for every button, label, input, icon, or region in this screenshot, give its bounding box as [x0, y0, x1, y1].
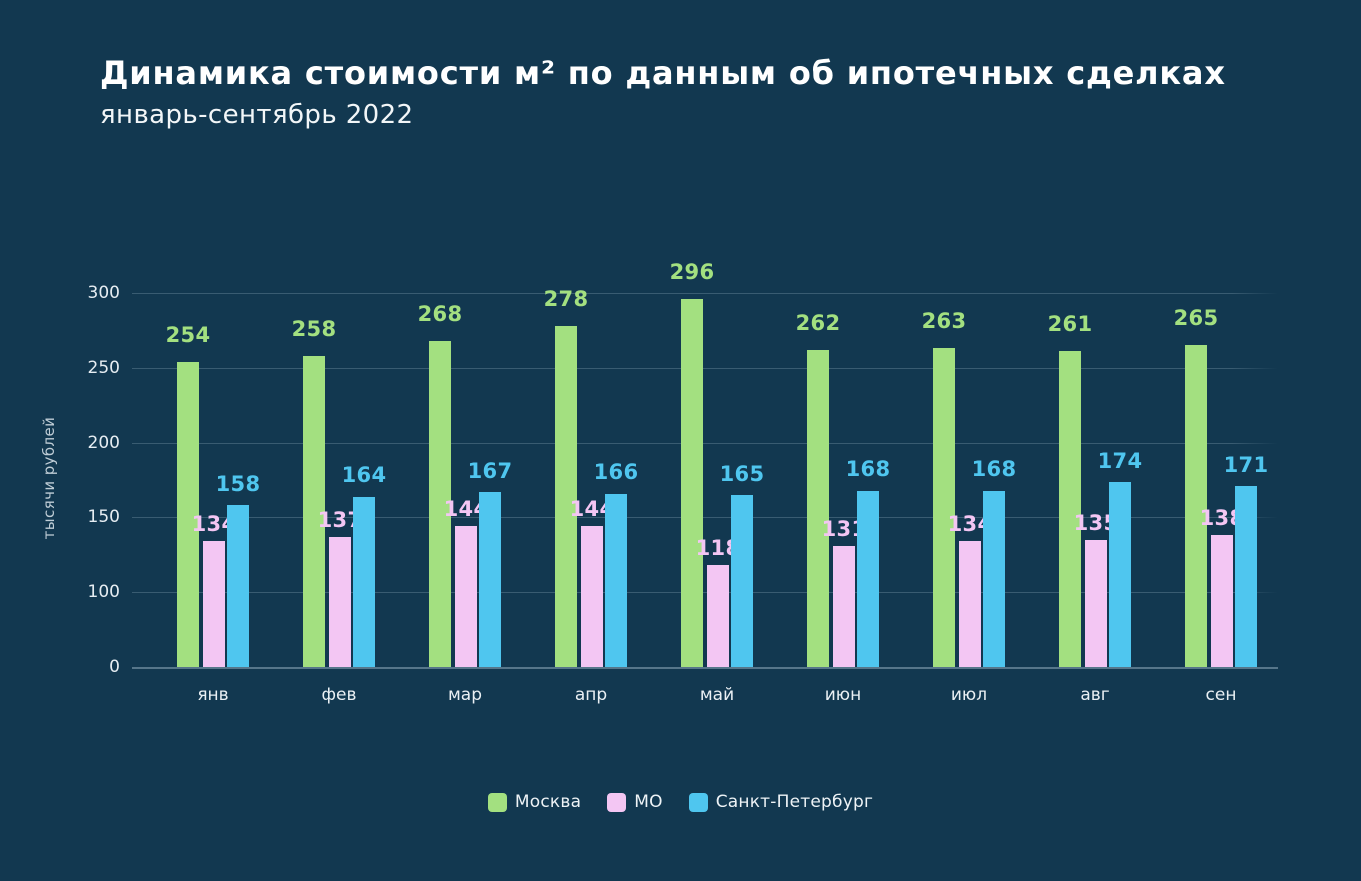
legend-item: Санкт-Петербург: [688, 792, 874, 812]
bar-value-label: 131: [821, 516, 867, 541]
bar: [353, 496, 375, 667]
bar-value-label: 144: [443, 497, 489, 522]
bar: [581, 526, 603, 667]
bar: [707, 565, 729, 667]
y-axis-tick-label: 300: [87, 283, 120, 303]
x-axis-label: мар: [447, 685, 483, 705]
bar-value-label: 278: [543, 286, 589, 311]
y-axis-tick-label: 200: [87, 432, 120, 453]
bar-value-label: 265: [1173, 306, 1219, 331]
x-axis-label: авг: [1080, 685, 1110, 705]
bar-value-label: 144: [569, 497, 615, 522]
bar-value-label: 167: [467, 458, 513, 483]
legend-item: МО: [607, 792, 662, 812]
x-axis-label: янв: [197, 685, 229, 705]
bar-value-label: 168: [971, 457, 1017, 482]
bar: [1211, 535, 1233, 667]
bar: [807, 349, 829, 667]
bar: [479, 492, 501, 667]
bar: [933, 348, 955, 667]
gridline: [132, 293, 1278, 294]
x-axis-label: апр: [574, 685, 608, 705]
gridline: [132, 367, 1278, 369]
bar: [303, 355, 325, 667]
bar: [1235, 486, 1257, 667]
bar-value-label: 165: [719, 461, 765, 486]
bar-value-label: 135: [1073, 510, 1119, 535]
bar-value-label: 171: [1223, 452, 1269, 477]
bar-groups: 254 134 158 янв 258 137 164 фев 268 144 167 мар 278 1…: [166, 261, 1268, 705]
gridline: [132, 442, 1278, 444]
x-axis-label: июн: [824, 685, 862, 705]
y-axis-tick-label: 0: [109, 657, 120, 677]
bar: [177, 361, 199, 667]
y-axis-tick-label: 100: [87, 582, 120, 603]
bar-value-label: 118: [695, 536, 741, 561]
bar-group: 296 118 165 май: [670, 261, 764, 705]
bar-group: 278 144 166 апр: [544, 288, 638, 705]
legend: Москва МО Санкт-Петербург: [0, 792, 1361, 812]
bar-value-label: 158: [215, 472, 261, 497]
legend-label: Москва: [514, 792, 582, 812]
bar: [227, 505, 249, 667]
bar: [983, 490, 1005, 667]
bar: [959, 541, 981, 667]
bar-value-label: 138: [1199, 506, 1245, 531]
bar-value-label: 137: [317, 507, 363, 532]
bar: [329, 536, 351, 667]
legend-label: МО: [634, 792, 663, 812]
bar: [833, 545, 855, 667]
bar-group: 265 138 171 сен: [1174, 293, 1268, 705]
bar-value-label: 296: [669, 259, 715, 284]
bar-group: 263 134 168 июл: [922, 293, 1016, 705]
bar: [1085, 539, 1107, 667]
bar-group: 261 135 174 авг: [1048, 293, 1142, 705]
bar-value-label: 134: [947, 512, 993, 537]
legend-swatch: [487, 792, 507, 812]
x-axis-label: сен: [1205, 685, 1237, 705]
bar: [429, 340, 451, 667]
x-axis-label: фев: [321, 685, 357, 705]
chart-title: Динамика стоимости м² по данным об ипоте…: [100, 54, 1226, 92]
legend-label: Санкт-Петербург: [715, 792, 874, 812]
bar-value-label: 134: [191, 512, 237, 537]
bar: [1059, 351, 1081, 667]
bar-value-label: 263: [921, 309, 967, 334]
bar: [1185, 345, 1207, 667]
bar-value-label: 166: [593, 460, 639, 485]
bar: [605, 493, 627, 667]
bar-group: 254 134 158 янв: [166, 293, 260, 705]
gridline: [132, 592, 1278, 594]
x-axis-label: май: [699, 685, 735, 705]
bar: [731, 495, 753, 667]
bar: [203, 541, 225, 667]
x-axis-label: июл: [950, 685, 988, 705]
legend-swatch: [688, 792, 708, 812]
y-axis-tick-label: 150: [87, 507, 120, 528]
bar-group: 262 131 168 июн: [796, 293, 890, 705]
bar-group: 268 144 167 мар: [418, 293, 512, 705]
bar-value-label: 261: [1047, 312, 1093, 337]
bar: [555, 325, 577, 667]
gridline: [132, 517, 1278, 519]
bar-group: 258 137 164 фев: [292, 293, 386, 705]
bar: [681, 299, 703, 667]
bar-value-label: 254: [165, 322, 211, 347]
gridline: [132, 667, 1278, 669]
bar: [455, 526, 477, 667]
y-axis-tick-label: 250: [87, 357, 120, 378]
bar: [1109, 481, 1131, 667]
legend-swatch: [607, 792, 627, 812]
legend-item: Москва: [487, 792, 582, 812]
bar-value-label: 174: [1097, 448, 1143, 473]
bar-value-label: 262: [795, 310, 841, 335]
bar-value-label: 258: [291, 316, 337, 341]
chart-subtitle: январь-сентябрь 2022: [100, 100, 414, 130]
plot-area: 254 134 158 янв 258 137 164 фев 268 144 167 мар 278 1…: [132, 261, 1278, 705]
bar-value-label: 268: [417, 301, 463, 326]
bar-value-label: 168: [845, 457, 891, 482]
bar: [857, 490, 879, 667]
bar-value-label: 164: [341, 463, 387, 488]
